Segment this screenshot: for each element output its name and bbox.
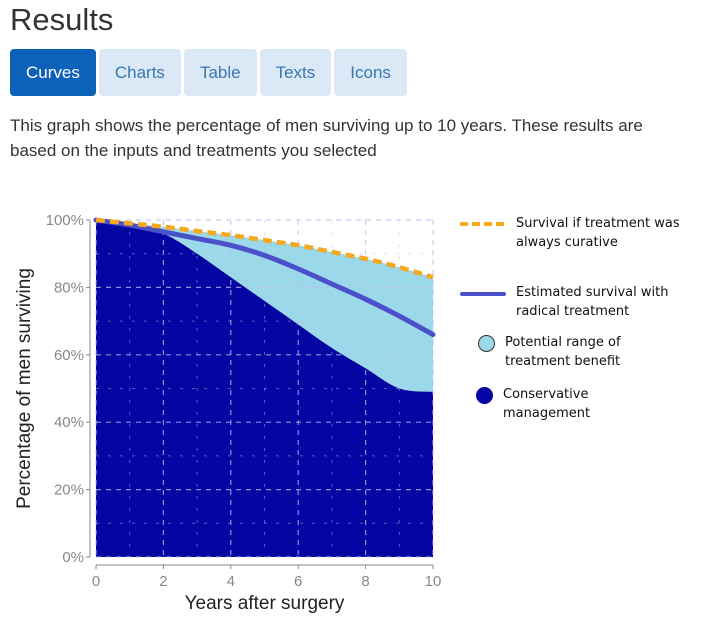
- x-tick-label: 0: [92, 573, 100, 590]
- x-tick-label: 10: [425, 573, 442, 590]
- legend-label-radical: Estimated survival with radical treatmen…: [516, 285, 669, 319]
- legend-label-conservative: Conservative management: [503, 387, 591, 421]
- curative-survival-line: [95, 217, 434, 280]
- legend-item-benefit: Potential range of treatment benefit: [478, 333, 635, 371]
- y-tick-label: 40%: [54, 414, 84, 431]
- legend-light-circle-icon: [478, 335, 495, 352]
- legend-dashed-line-icon: [460, 218, 508, 230]
- results-description: This graph shows the percentage of men s…: [10, 116, 643, 160]
- tab-curves[interactable]: Curves: [10, 49, 96, 96]
- x-tick-label: 6: [294, 573, 302, 590]
- legend-item-radical: Estimated survival with radical treatmen…: [460, 283, 686, 321]
- y-tick-label: 100%: [46, 212, 84, 229]
- y-tick-label: 60%: [54, 347, 84, 364]
- x-tick-label: 4: [227, 573, 235, 590]
- x-axis-title: Years after surgery: [185, 593, 345, 614]
- y-tick-label: 20%: [54, 482, 84, 499]
- legend-label-benefit: Potential range of treatment benefit: [505, 335, 621, 369]
- tab-charts[interactable]: Charts: [98, 49, 181, 96]
- x-tick-label: 2: [159, 573, 167, 590]
- radical-treatment-line: [93, 217, 436, 338]
- benefit-range-area: [96, 220, 433, 392]
- tab-table[interactable]: Table: [183, 49, 257, 96]
- survival-chart: 0% 20% 40% 60% 80% 100% 0 2 4 6 8 10 Years after sur…: [14, 212, 442, 614]
- conservative-area: [96, 220, 433, 557]
- tab-texts[interactable]: Texts: [259, 49, 332, 96]
- legend-solid-line-icon: [460, 292, 506, 296]
- x-tick-label: 8: [361, 573, 369, 590]
- legend-label-curative: Survival if treatment was always curativ…: [516, 216, 680, 250]
- legend-item-conservative: Conservative management: [476, 385, 613, 423]
- y-axis-title: Percentage of men surviving: [14, 268, 35, 509]
- legend-item-curative: Survival if treatment was always curativ…: [460, 214, 686, 252]
- y-tick-label: 80%: [54, 279, 84, 296]
- results-tabs: Curves Charts Table Texts Icons: [10, 49, 407, 96]
- tab-icons[interactable]: Icons: [334, 49, 407, 96]
- legend-dark-circle-icon: [476, 387, 493, 404]
- page-title: Results: [10, 2, 114, 37]
- y-tick-label: 0%: [62, 549, 84, 566]
